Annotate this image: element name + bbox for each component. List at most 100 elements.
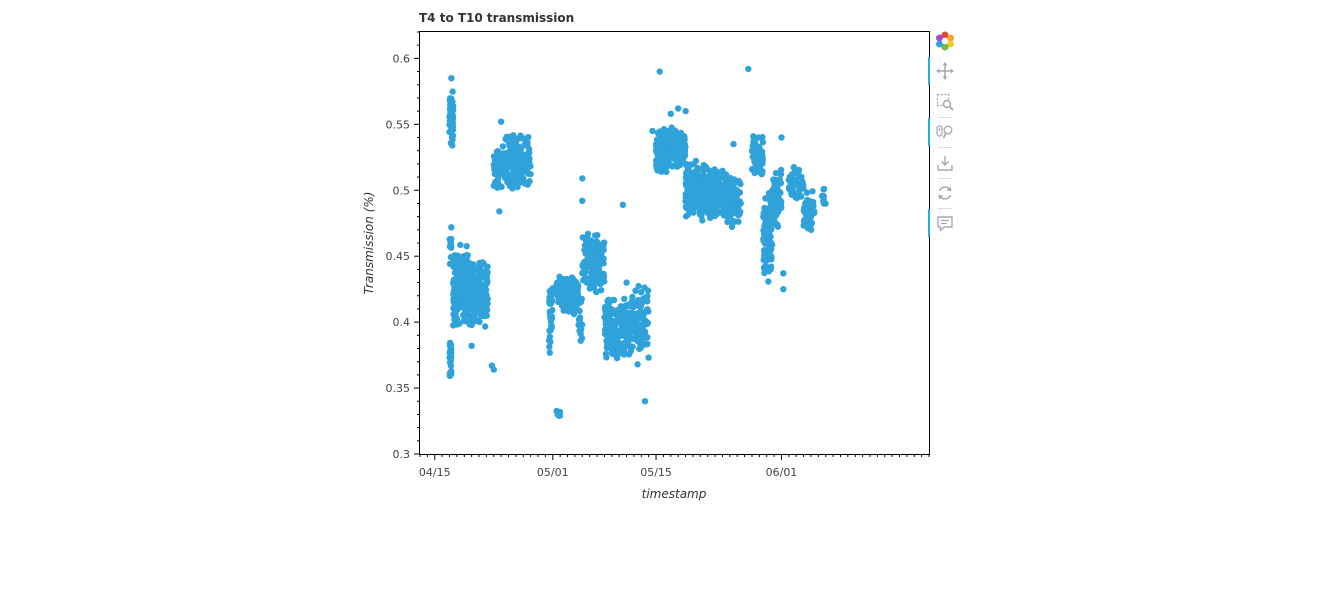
data-point (568, 283, 575, 291)
data-point (716, 169, 723, 176)
data-point (547, 313, 554, 320)
data-point (465, 301, 472, 309)
data-point (758, 168, 765, 175)
data-point (447, 244, 455, 251)
data-point (640, 319, 647, 326)
data-point (777, 200, 785, 208)
data-point (463, 243, 470, 250)
data-point (730, 140, 737, 148)
reset-tool-icon[interactable] (935, 183, 955, 203)
data-point (501, 162, 509, 169)
data-point (562, 297, 569, 304)
data-point (472, 306, 480, 313)
data-point (490, 366, 497, 373)
data-point (763, 220, 771, 227)
data-point (791, 181, 799, 189)
data-point (654, 163, 661, 170)
data-point (481, 281, 489, 288)
data-point (547, 291, 554, 298)
chart-toolbar (928, 30, 960, 240)
data-point (577, 298, 585, 306)
data-point (795, 191, 802, 199)
data-point (494, 148, 502, 155)
data-point (671, 155, 678, 162)
data-point (681, 153, 688, 160)
data-point (789, 171, 796, 178)
data-point (698, 208, 705, 215)
data-point (772, 221, 779, 228)
data-point (685, 167, 692, 174)
data-point (672, 131, 679, 138)
data-point (749, 153, 756, 160)
wheel-zoom-tool-icon[interactable] (935, 122, 955, 142)
data-point (634, 361, 641, 368)
data-point (785, 184, 793, 191)
data-point (724, 218, 731, 226)
data-point (447, 369, 454, 376)
data-point (768, 256, 775, 263)
data-point (641, 398, 649, 405)
plot-frame (419, 31, 930, 455)
x-tick-label: 06/01 (766, 466, 798, 479)
data-point (690, 209, 697, 216)
data-point (447, 101, 454, 108)
data-point (576, 327, 583, 335)
data-point (497, 118, 505, 125)
data-point (687, 177, 694, 185)
data-point (548, 322, 555, 329)
data-point (554, 287, 561, 294)
x-tick-label: 05/01 (537, 466, 569, 479)
y-tick-label: 0.55 (386, 118, 411, 131)
pan-tool-active-indicator (928, 57, 930, 85)
pan-tool-icon[interactable] (935, 61, 955, 81)
x-axis: 04/15 05/01 05/15 06/01 (419, 454, 930, 479)
data-point (449, 88, 456, 95)
data-point (701, 184, 709, 191)
bokeh-logo-icon[interactable] (935, 31, 955, 51)
data-point (755, 157, 763, 164)
data-point (447, 239, 454, 247)
data-point (778, 134, 785, 141)
data-point (592, 257, 599, 264)
data-point (599, 258, 606, 265)
data-point (630, 314, 637, 321)
toolbar-separator (938, 117, 952, 118)
data-point (559, 275, 566, 283)
data-point (607, 311, 614, 318)
toolbar-separator (938, 208, 952, 209)
data-point (724, 186, 731, 193)
data-point (452, 310, 459, 317)
data-point (578, 334, 586, 342)
data-point (509, 185, 516, 192)
box-zoom-tool-icon[interactable] (935, 92, 955, 112)
data-point (522, 138, 529, 146)
data-point (452, 280, 460, 287)
save-tool-icon[interactable] (935, 153, 955, 173)
hover-tool-active-indicator (928, 209, 930, 237)
data-point (549, 285, 556, 292)
scatter-points (446, 65, 829, 419)
data-point (477, 290, 484, 297)
data-point (635, 332, 643, 339)
data-point (694, 173, 701, 180)
data-point (452, 286, 459, 294)
data-point (625, 311, 632, 318)
data-point (629, 304, 637, 311)
data-point (628, 328, 635, 335)
data-point (795, 170, 802, 177)
data-point (457, 272, 464, 280)
data-point (653, 157, 660, 164)
data-point (556, 412, 564, 419)
data-point (460, 317, 468, 324)
data-point (809, 188, 816, 195)
data-point (761, 269, 768, 277)
data-point (546, 300, 553, 307)
hover-tool-icon[interactable] (935, 214, 955, 234)
data-point (735, 188, 742, 195)
data-point (468, 342, 475, 350)
data-point (761, 250, 768, 258)
data-point (620, 340, 627, 347)
data-point (806, 206, 813, 213)
data-point (451, 301, 458, 309)
x-tick-label: 04/15 (419, 466, 451, 479)
